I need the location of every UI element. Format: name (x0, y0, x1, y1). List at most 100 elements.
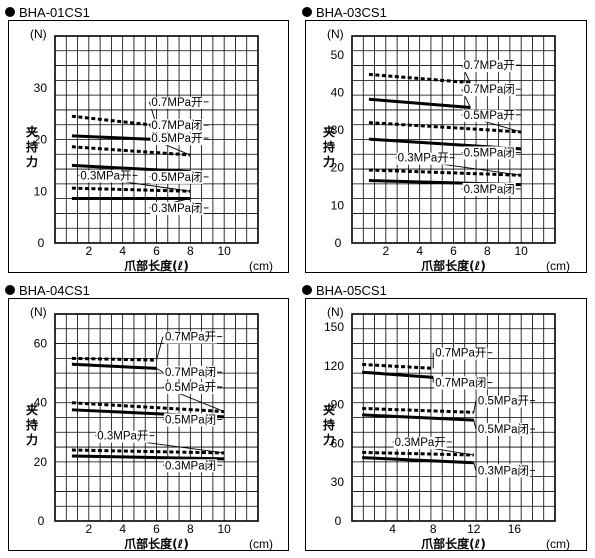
series-line (71, 186, 191, 193)
x-unit-label: (cm) (249, 259, 273, 273)
series-label: 0.3MPa闭 (464, 183, 515, 196)
y-axis-label-char: 力 (26, 154, 38, 169)
chart-svg: BHA-03CS1 (N) 夹持力 10 20 30 40 50 0 2 4 6 8 10 爪部长度(ℓ) (… (302, 5, 587, 273)
y-unit-label: (N) (30, 27, 47, 41)
series-line (71, 114, 157, 128)
y-tick-label: 30 (34, 81, 48, 95)
series-label-bg (462, 182, 516, 196)
x-unit-label: (cm) (546, 537, 570, 551)
y-axis-label-char: 持 (323, 417, 335, 432)
x-tick-label: 8 (187, 244, 194, 258)
chart-svg: BHA-05CS1 (N) 夹持力 30 60 90 120 150 0 4 8 12 16 爪部长度(ℓ… (302, 283, 587, 551)
series-label: 0.5MPa闭 (464, 146, 515, 159)
series-line (71, 362, 157, 370)
series-line (71, 454, 225, 461)
y-tick-label: 50 (331, 48, 345, 62)
x-tick-label: 6 (153, 522, 160, 536)
chart-panel-bha-03cs1: BHA-03CS1 (N) 夹持力 10 20 30 40 50 0 2 4 6 8 10 爪部长度(ℓ) (… (297, 0, 595, 278)
series-label: 0.7MPa开 (165, 332, 216, 344)
series-line (71, 163, 191, 174)
series-label: 0.7MPa闭 (435, 376, 486, 389)
chart-panel-bha-01cs1: BHA-01CS1 (N) 夹持力 10 20 30 0 2 4 6 8 10 爪部长度(ℓ) (cm) 0… (0, 0, 297, 278)
series-line (71, 134, 157, 141)
series-label-bg (150, 133, 204, 146)
series-label: 0.3MPa闭 (478, 464, 529, 477)
x-tick-label: 0 (38, 514, 45, 528)
bullet-icon (5, 285, 15, 295)
x-tick-label: 4 (119, 522, 126, 536)
callout-leader (156, 336, 164, 361)
y-tick-label: 60 (34, 337, 48, 351)
series-line (71, 145, 191, 157)
series-label: 0.7MPa开 (464, 60, 515, 72)
y-unit-label: (N) (327, 305, 344, 319)
y-tick-label: 30 (331, 475, 345, 489)
bullet-icon (302, 7, 312, 17)
series-label-bg (462, 146, 516, 160)
series-line (71, 401, 225, 414)
y-tick-label: 20 (34, 455, 48, 469)
series-line (368, 72, 471, 85)
y-axis-label-char: 夹 (323, 124, 335, 139)
series-label-bg (79, 170, 133, 183)
series-label: 0.7MPa开 (435, 348, 486, 360)
x-tick-label: 8 (187, 522, 194, 536)
y-axis-label: 夹持力 (26, 402, 38, 447)
y-axis-label: 夹持力 (26, 124, 38, 169)
x-tick-label: 6 (153, 244, 160, 258)
panel-frame (305, 298, 587, 551)
plot-area (351, 313, 556, 522)
series-line (362, 456, 474, 465)
series-line (71, 448, 225, 455)
series-label-bg (163, 366, 218, 380)
callout-leader (156, 368, 164, 373)
x-tick-label: 16 (508, 522, 522, 536)
y-tick-label: 20 (34, 133, 48, 147)
y-tick-label: 150 (324, 320, 344, 334)
series-label-bg (96, 430, 150, 443)
series-label: 0.3MPa开 (395, 437, 446, 449)
series-label-bg (163, 459, 218, 473)
series-label-bg (462, 109, 516, 122)
series-label: 0.3MPa开 (97, 431, 148, 443)
series-label-bg (462, 60, 516, 73)
callout-leader (473, 462, 477, 471)
x-axis-label: 爪部长度(ℓ) (421, 536, 486, 551)
series-label-bg (150, 201, 204, 215)
series-label-bg (150, 170, 204, 184)
x-axis-label: 爪部长度(ℓ) (421, 258, 486, 273)
series-label: 0.5MPa开 (165, 382, 216, 394)
y-axis-label: 夹持力 (323, 402, 335, 447)
series-label: 0.7MPa闭 (151, 119, 202, 132)
series-label: 0.5MPa开 (464, 110, 515, 122)
series-label: 0.5MPa开 (478, 396, 529, 408)
series-label-bg (434, 347, 488, 360)
series-line (368, 121, 522, 134)
y-axis-label-char: 夹 (26, 124, 38, 139)
chart-svg: BHA-01CS1 (N) 夹持力 10 20 30 0 2 4 6 8 10 爪部长度(ℓ) (cm) 0… (5, 5, 289, 273)
y-axis-label-char: 持 (323, 139, 335, 154)
x-unit-label: (cm) (546, 259, 570, 273)
series-line (362, 413, 474, 422)
panel-frame (8, 298, 289, 551)
y-axis-label-char: 力 (323, 154, 335, 169)
series-line (362, 406, 474, 414)
y-axis-label-char: 力 (26, 432, 38, 447)
y-axis-label-char: 夹 (26, 402, 38, 417)
chart-panel-bha-04cs1: BHA-04CS1 (N) 夹持力 20 40 60 0 2 4 6 8 10 爪部长度(ℓ) (cm) 0… (0, 278, 297, 558)
y-axis-label-char: 力 (323, 432, 335, 447)
plot-area (351, 35, 556, 244)
series-label-bg (150, 96, 204, 109)
panel-frame (8, 20, 289, 273)
series-label: 0.5MPa闭 (151, 171, 202, 184)
y-axis-label: 夹持力 (323, 124, 335, 169)
chart-svg: BHA-04CS1 (N) 夹持力 20 40 60 0 2 4 6 8 10 爪部长度(ℓ) (cm) 0… (5, 283, 289, 551)
y-unit-label: (N) (30, 305, 47, 319)
callout-leader (473, 400, 477, 413)
series-label: 0.5MPa开 (151, 133, 202, 145)
x-tick-label: 12 (467, 522, 481, 536)
series-label-bg (476, 423, 531, 437)
x-tick-label: 8 (430, 522, 437, 536)
series-label-bg (393, 436, 447, 449)
y-tick-label: 30 (331, 123, 345, 137)
